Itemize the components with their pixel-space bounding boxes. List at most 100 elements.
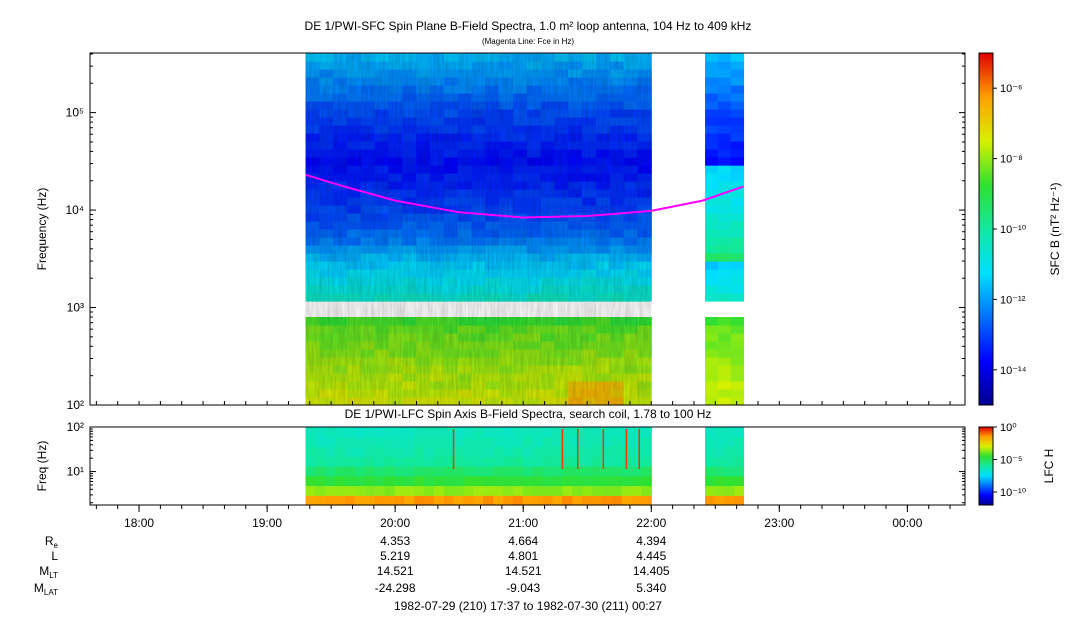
lfc-cell: [582, 466, 593, 477]
lfc-cell: [433, 427, 445, 438]
lfc-cell: [733, 427, 745, 438]
lfc-cell: [705, 475, 716, 487]
lfc-cell: [733, 466, 745, 477]
sfc-cell: [717, 149, 732, 158]
sfc-cell: [717, 397, 732, 406]
ephemeris-value: 5.340: [636, 581, 666, 595]
lfc-cell: [443, 446, 455, 457]
lfc-cell: [453, 436, 465, 448]
lfc-cell: [325, 446, 336, 457]
lfc-cell: [414, 436, 425, 448]
lfc-cell: [542, 456, 554, 467]
lfc-cell: [562, 436, 573, 448]
lfc-cell: [582, 475, 593, 487]
lfc-cell: [582, 495, 593, 506]
lfc-burst: [602, 429, 605, 469]
lfc-cell: [705, 495, 716, 506]
lfc-cell: [733, 495, 745, 506]
lfc-cell: [611, 456, 623, 467]
sfc-cell: [717, 141, 732, 150]
sfc-cell: [705, 229, 719, 238]
lfc-cell: [724, 436, 735, 448]
sfc-cell: [705, 349, 719, 358]
lfc-cell: [424, 427, 435, 438]
lfc-cell: [453, 485, 465, 496]
lfc-cell: [305, 427, 316, 438]
lfc-cell: [325, 475, 336, 487]
lfc-cb-tick-label: 10⁻¹⁰: [1000, 487, 1027, 499]
lfc-cell: [414, 456, 425, 467]
sfc-cell: [717, 277, 732, 286]
ephem-label-mlat: MLAT: [34, 581, 58, 597]
lfc-cell: [345, 446, 356, 457]
sfc-cell: [730, 269, 745, 278]
lfc-cell: [631, 436, 642, 448]
lfc-cell: [335, 456, 346, 467]
ephemeris-values: 4.353 4.664 4.394 5.219 4.801 4.445 14.521 14.5…: [375, 534, 670, 595]
ephemeris-value: 5.219: [380, 549, 410, 563]
sfc-ytick-label: 10³: [67, 301, 84, 315]
lfc-cell: [503, 466, 514, 477]
lfc-cell: [354, 456, 366, 467]
lfc-cell: [424, 446, 435, 457]
sfc-cell: [705, 341, 719, 350]
lfc-cell: [522, 495, 534, 506]
sfc-cell: [705, 293, 719, 302]
lfc-cell: [364, 495, 376, 506]
lfc-cell: [542, 446, 554, 457]
lfc-cell: [424, 436, 435, 448]
lfc-cell: [724, 495, 735, 506]
lfc-cell: [345, 495, 356, 506]
lfc-cell: [335, 446, 346, 457]
lfc-cell: [463, 466, 475, 477]
lfc-cell: [335, 427, 346, 438]
sfc-x-minor-ticks: [95, 401, 951, 405]
sfc-cell: [717, 245, 732, 254]
sfc-cell: [730, 237, 745, 246]
lfc-cell: [631, 456, 642, 467]
lfc-cell: [532, 475, 544, 487]
sfc-cell: [717, 285, 732, 294]
sfc-cell: [730, 205, 745, 214]
lfc-cell: [453, 427, 465, 438]
lfc-cell: [463, 436, 475, 448]
sfc-cell: [730, 117, 745, 126]
lfc-cell: [404, 456, 415, 467]
lfc-cell: [641, 456, 652, 467]
lfc-cell: [601, 436, 613, 448]
lfc-burst: [625, 429, 628, 469]
lfc-cell: [542, 485, 554, 496]
lfc-cell: [562, 485, 573, 496]
sfc-cell: [730, 253, 745, 262]
sfc-cell: [717, 133, 732, 142]
lfc-cb-tick-label: 10⁻⁵: [1000, 455, 1023, 467]
sfc-cell: [705, 77, 719, 86]
lfc-cell: [705, 456, 716, 467]
sfc-cell: [730, 317, 745, 326]
lfc-cell: [522, 456, 534, 467]
sfc-cell: [730, 341, 745, 350]
sfc-cell: [717, 77, 732, 86]
sfc-cell: [717, 229, 732, 238]
lfc-cell: [601, 466, 613, 477]
lfc-cell: [631, 427, 642, 438]
sfc-cell: [705, 109, 719, 118]
sfc-cell: [717, 349, 732, 358]
sfc-cell: [705, 237, 719, 246]
lfc-cell: [542, 427, 554, 438]
lfc-cell: [394, 466, 405, 477]
lfc-cell: [443, 475, 455, 487]
lfc-cell: [345, 466, 356, 477]
sfc-cell: [730, 69, 745, 78]
lfc-cell: [601, 427, 613, 438]
lfc-cell: [483, 446, 494, 457]
lfc-cell: [335, 475, 346, 487]
sfc-cell: [730, 229, 745, 238]
lfc-cell: [522, 485, 534, 496]
lfc-cell: [433, 495, 445, 506]
lfc-cell: [305, 485, 316, 496]
lfc-burst: [638, 429, 640, 469]
lfc-cell: [345, 427, 356, 438]
sfc-cell: [717, 269, 732, 278]
lfc-cell: [582, 427, 593, 438]
